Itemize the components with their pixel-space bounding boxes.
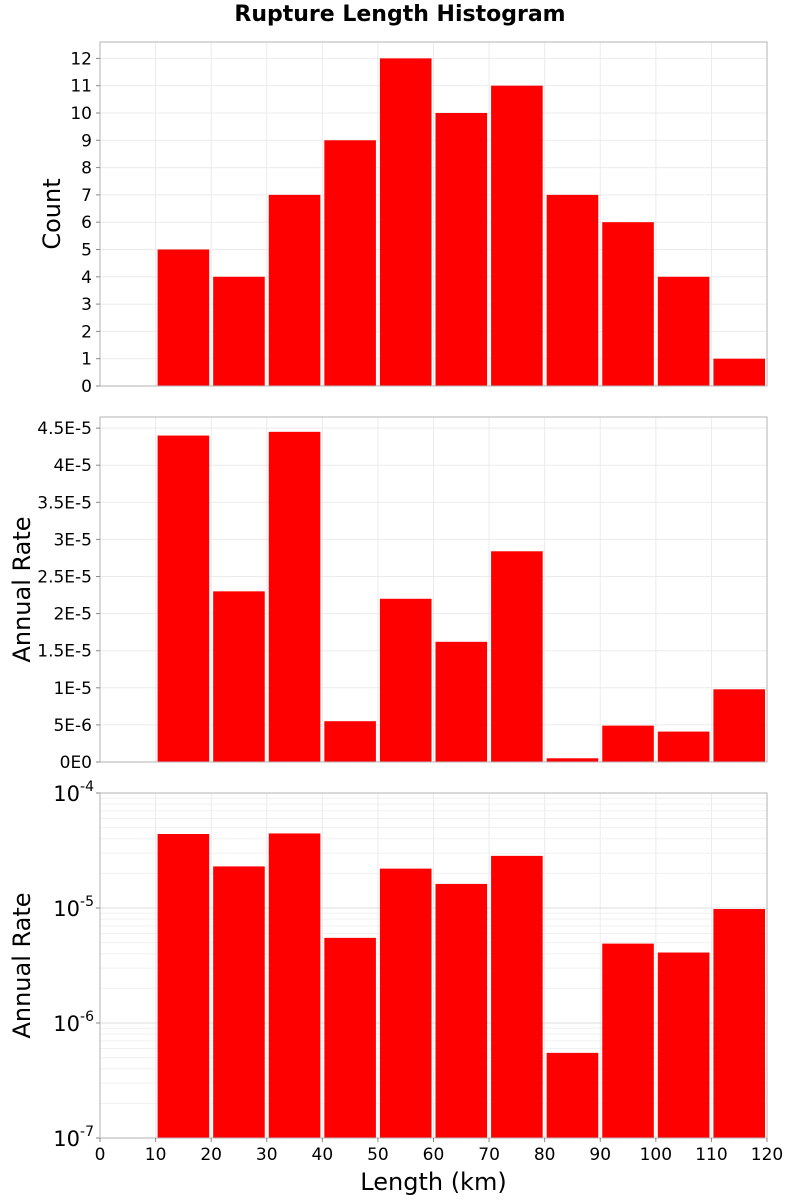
y-tick-label: 5E-6 — [53, 716, 92, 736]
histogram-bar — [713, 909, 765, 1138]
x-tick-label: 20 — [200, 1145, 222, 1165]
histogram-bar — [657, 952, 710, 1138]
y-tick-label: 2.5E-5 — [37, 568, 92, 588]
chart-panel-3: 10-7 10-6 10-5 10-4 Annual Rate 0 10 20 30 40 50 60… — [8, 779, 783, 1196]
y-tick-label: 2E-5 — [53, 605, 92, 625]
y-tick-label: 1.5E-5 — [37, 642, 92, 662]
y-tick-label: 4E-5 — [53, 456, 92, 476]
chart-panel-2: 0E0 5E-6 1E-5 1.5E-5 2E-5 2.5E-5 3E-5 3.5E-5 4E-… — [8, 416, 768, 773]
y-tick-label: 4 — [81, 268, 92, 288]
y-tick-label: 10-4 — [53, 779, 94, 806]
plot-frame — [99, 41, 768, 387]
y-tick-label: 7 — [81, 186, 92, 206]
histogram-bar — [602, 222, 654, 386]
y-axis-label: Annual Rate — [8, 516, 36, 662]
y-tick-label: 1E-5 — [53, 679, 92, 699]
histogram-bar — [491, 85, 543, 386]
y-tick-label: 1 — [81, 350, 92, 370]
x-tick-label: 70 — [478, 1145, 500, 1165]
y-tick-label: 4.5E-5 — [37, 419, 92, 439]
x-tick-label: 60 — [423, 1145, 445, 1165]
y-tick-label: 9 — [81, 131, 92, 151]
y-tick-label: 3 — [81, 295, 92, 315]
y-tick-label: 10-5 — [53, 894, 94, 921]
histogram-bar — [546, 758, 599, 762]
histogram-bar — [657, 731, 710, 762]
y-tick-label: 6 — [81, 213, 92, 233]
y-tick-label: 3.5E-5 — [37, 493, 92, 513]
x-tick-label: 120 — [751, 1145, 783, 1165]
histogram-bar — [435, 112, 488, 386]
histogram-bar — [602, 725, 654, 762]
histogram-bar — [157, 435, 210, 762]
histogram-bar — [713, 358, 765, 386]
histogram-bar — [379, 58, 432, 386]
histogram-bar — [268, 431, 321, 762]
histogram-bar — [268, 194, 321, 386]
x-tick-label: 10 — [145, 1145, 167, 1165]
y-tick-label: 2 — [81, 322, 92, 342]
y-axis-label: Count — [38, 178, 66, 249]
x-tick-label: 50 — [367, 1145, 389, 1165]
chart-title: Rupture Length Histogram — [234, 2, 566, 27]
x-tick-label: 80 — [534, 1145, 556, 1165]
y-tick-label: 8 — [81, 159, 92, 179]
histogram-bar — [157, 834, 210, 1138]
x-axis-label: Length (km) — [360, 1168, 506, 1196]
histogram-bar — [491, 855, 543, 1138]
plot-frame — [99, 416, 768, 763]
x-tick-label: 90 — [589, 1145, 611, 1165]
histogram-bar — [379, 868, 432, 1138]
y-tick-label: 10-7 — [53, 1124, 94, 1151]
histogram-bar — [213, 276, 265, 386]
y-tick-label: 0E0 — [60, 753, 92, 773]
histogram-bar — [713, 689, 765, 762]
y-tick-label: 10-6 — [53, 1009, 94, 1036]
x-tick-label: 40 — [312, 1145, 334, 1165]
histogram-bar — [435, 883, 488, 1138]
histogram-bar — [657, 276, 710, 386]
x-tick-label: 100 — [640, 1145, 672, 1165]
y-tick-label: 11 — [70, 77, 92, 97]
histogram-bar — [213, 591, 265, 762]
histogram-bar — [546, 1052, 599, 1138]
y-axis-label: Annual Rate — [8, 892, 36, 1038]
histogram-bar — [324, 721, 376, 762]
histogram-bar — [213, 866, 265, 1138]
histogram-bar — [157, 249, 210, 386]
histogram-bar — [491, 551, 543, 762]
histogram-bar — [268, 833, 321, 1138]
histogram-bar — [435, 641, 488, 762]
histogram-bar — [324, 937, 376, 1138]
x-tick-label: 30 — [256, 1145, 278, 1165]
y-tick-label: 3E-5 — [53, 530, 92, 550]
y-tick-label: 0 — [81, 377, 92, 397]
histogram-bar — [546, 194, 599, 386]
x-tick-label: 0 — [95, 1145, 106, 1165]
x-tick-label: 110 — [695, 1145, 727, 1165]
histogram-bar — [324, 140, 376, 386]
histogram-bar — [379, 598, 432, 762]
y-tick-label: 12 — [70, 49, 92, 69]
y-tick-label: 10 — [70, 104, 92, 124]
y-tick-label: 5 — [81, 240, 92, 260]
histogram-bar — [602, 943, 654, 1138]
